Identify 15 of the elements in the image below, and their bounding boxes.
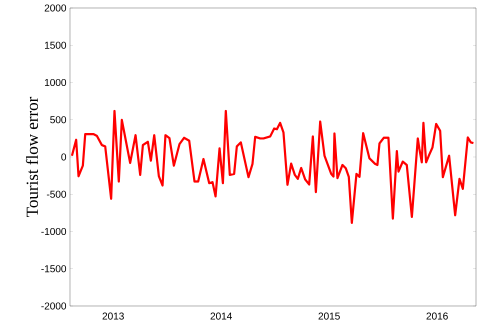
y-tick-label: 500 xyxy=(50,116,66,124)
y-tick-label: 1500 xyxy=(44,42,66,49)
x-tick-label: 2014 xyxy=(210,312,232,320)
y-tick-label: -500 xyxy=(46,190,66,198)
y-tick-label: 0 xyxy=(61,153,66,161)
y-tick-label: 2000 xyxy=(44,4,66,12)
y-tick-label: -1500 xyxy=(41,265,66,272)
x-tick-label: 2015 xyxy=(318,312,340,320)
x-tick-label: 2013 xyxy=(102,312,124,320)
line-series xyxy=(70,110,475,224)
y-tick-label: 1000 xyxy=(44,78,66,86)
y-tick-label: -1000 xyxy=(41,228,66,236)
y-tick-label: -2000 xyxy=(41,302,66,310)
x-tick-label: 2016 xyxy=(426,312,448,320)
y-axis-title: Tourist flow error xyxy=(26,96,38,217)
